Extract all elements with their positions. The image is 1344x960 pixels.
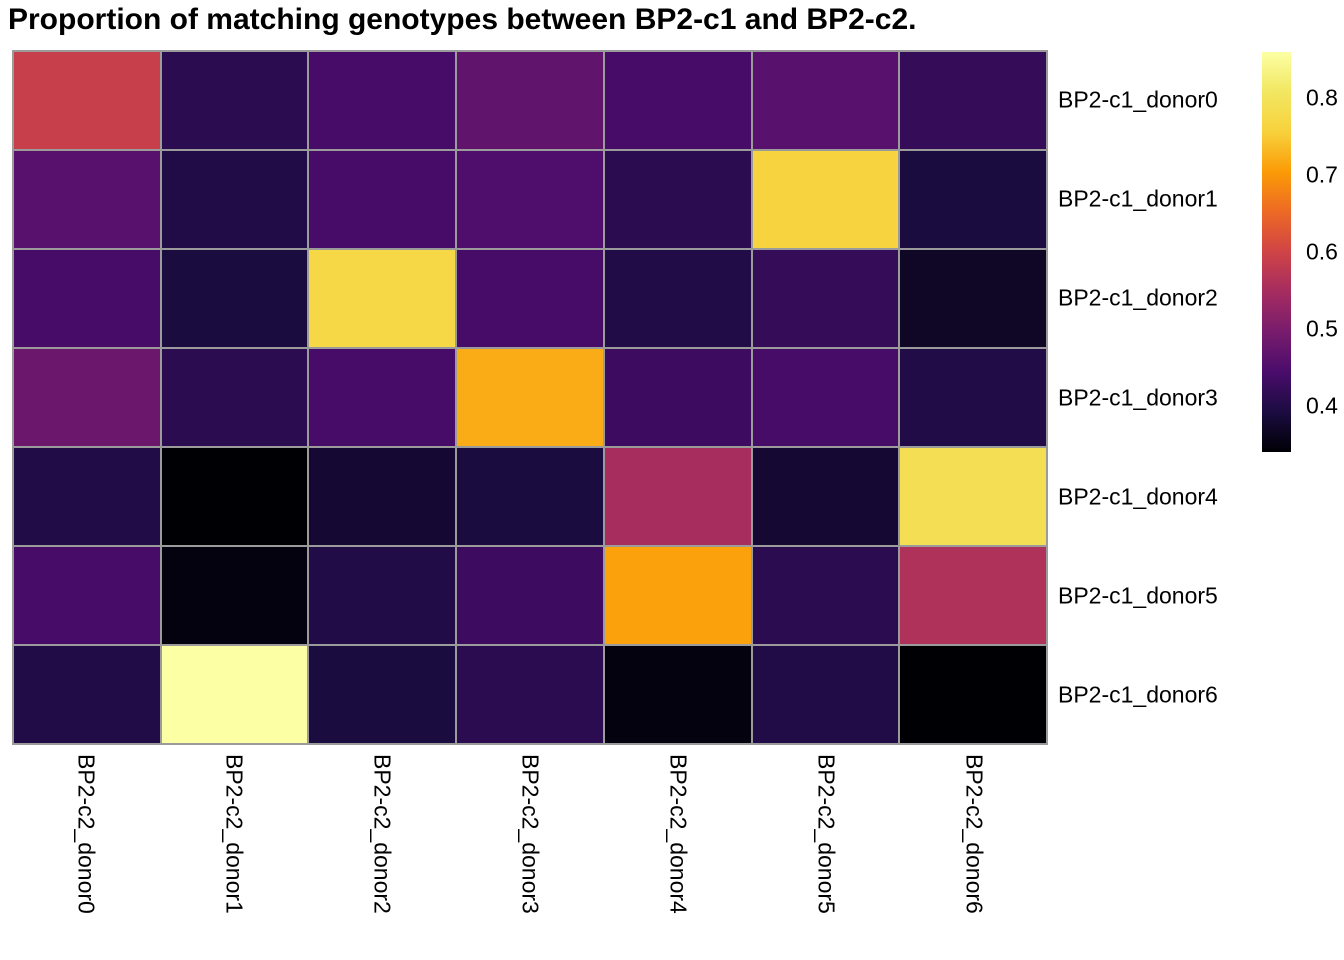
col-label: BP2-c2_donor4 bbox=[665, 754, 692, 914]
heatmap-cell bbox=[752, 52, 899, 149]
row-label: BP2-c1_donor4 bbox=[1058, 483, 1218, 510]
heatmap-cell bbox=[309, 547, 456, 644]
heatmap-cell bbox=[14, 151, 160, 248]
heatmap-cell bbox=[161, 349, 308, 446]
heatmap-cell bbox=[309, 448, 456, 545]
heatmap-cell bbox=[14, 547, 160, 644]
col-label: BP2-c2_donor0 bbox=[73, 754, 100, 914]
col-label: BP2-c2_donor1 bbox=[221, 754, 248, 914]
heatmap-cell bbox=[457, 646, 603, 743]
col-label: BP2-c2_donor6 bbox=[961, 754, 988, 914]
heatmap-grid bbox=[12, 50, 1048, 745]
heatmap-cell bbox=[14, 349, 160, 446]
heatmap-cell bbox=[752, 448, 899, 545]
heatmap-cell bbox=[604, 646, 751, 743]
heatmap-cell bbox=[752, 646, 899, 743]
heatmap-cell bbox=[14, 646, 160, 743]
heatmap-cell bbox=[604, 250, 751, 347]
row-label: BP2-c1_donor2 bbox=[1058, 284, 1218, 311]
heatmap-cell bbox=[900, 646, 1046, 743]
heatmap-cell bbox=[457, 349, 603, 446]
heatmap-cell bbox=[604, 448, 751, 545]
heatmap-cell bbox=[161, 250, 308, 347]
heatmap-cell bbox=[900, 349, 1046, 446]
heatmap-cell bbox=[604, 547, 751, 644]
heatmap-cell bbox=[604, 151, 751, 248]
row-label: BP2-c1_donor5 bbox=[1058, 582, 1218, 609]
row-label: BP2-c1_donor1 bbox=[1058, 185, 1218, 212]
heatmap-cell bbox=[309, 349, 456, 446]
heatmap-cell bbox=[309, 52, 456, 149]
heatmap-cell bbox=[900, 448, 1046, 545]
heatmap-cell bbox=[604, 52, 751, 149]
heatmap-cell bbox=[161, 52, 308, 149]
heatmap-cell bbox=[604, 349, 751, 446]
col-label: BP2-c2_donor2 bbox=[369, 754, 396, 914]
col-label: BP2-c2_donor5 bbox=[813, 754, 840, 914]
heatmap-cell bbox=[457, 448, 603, 545]
heatmap-cell bbox=[161, 448, 308, 545]
heatmap-cell bbox=[309, 646, 456, 743]
heatmap-cell bbox=[900, 52, 1046, 149]
heatmap-cell bbox=[900, 547, 1046, 644]
heatmap-cell bbox=[14, 448, 160, 545]
colorbar-tick-label: 0.8 bbox=[1306, 84, 1338, 111]
heatmap-cell bbox=[161, 646, 308, 743]
heatmap-cell bbox=[900, 250, 1046, 347]
chart-title: Proportion of matching genotypes between… bbox=[8, 3, 917, 36]
heatmap-cell bbox=[752, 349, 899, 446]
row-label: BP2-c1_donor0 bbox=[1058, 86, 1218, 113]
heatmap-cell bbox=[309, 250, 456, 347]
heatmap-cell bbox=[457, 547, 603, 644]
heatmap-cell bbox=[752, 250, 899, 347]
heatmap-cell bbox=[457, 151, 603, 248]
colorbar-tick-label: 0.7 bbox=[1306, 161, 1338, 188]
heatmap-cell bbox=[309, 151, 456, 248]
row-label: BP2-c1_donor3 bbox=[1058, 384, 1218, 410]
col-label: BP2-c2_donor3 bbox=[517, 754, 544, 914]
heatmap-cell bbox=[457, 250, 603, 347]
colorbar-tick-label: 0.4 bbox=[1306, 392, 1338, 419]
colorbar-gradient bbox=[1262, 52, 1291, 452]
colorbar-tick-label: 0.5 bbox=[1306, 315, 1338, 342]
row-label: BP2-c1_donor6 bbox=[1058, 681, 1218, 708]
heatmap-cell bbox=[752, 151, 899, 248]
heatmap-cell bbox=[14, 250, 160, 347]
heatmap-cell bbox=[752, 547, 899, 644]
heatmap-cell bbox=[161, 151, 308, 248]
heatmap-cell bbox=[14, 52, 160, 149]
heatmap-cell bbox=[161, 547, 308, 644]
heatmap-cell bbox=[900, 151, 1046, 248]
colorbar-tick-label: 0.6 bbox=[1306, 238, 1338, 265]
heatmap-cell bbox=[457, 52, 603, 149]
